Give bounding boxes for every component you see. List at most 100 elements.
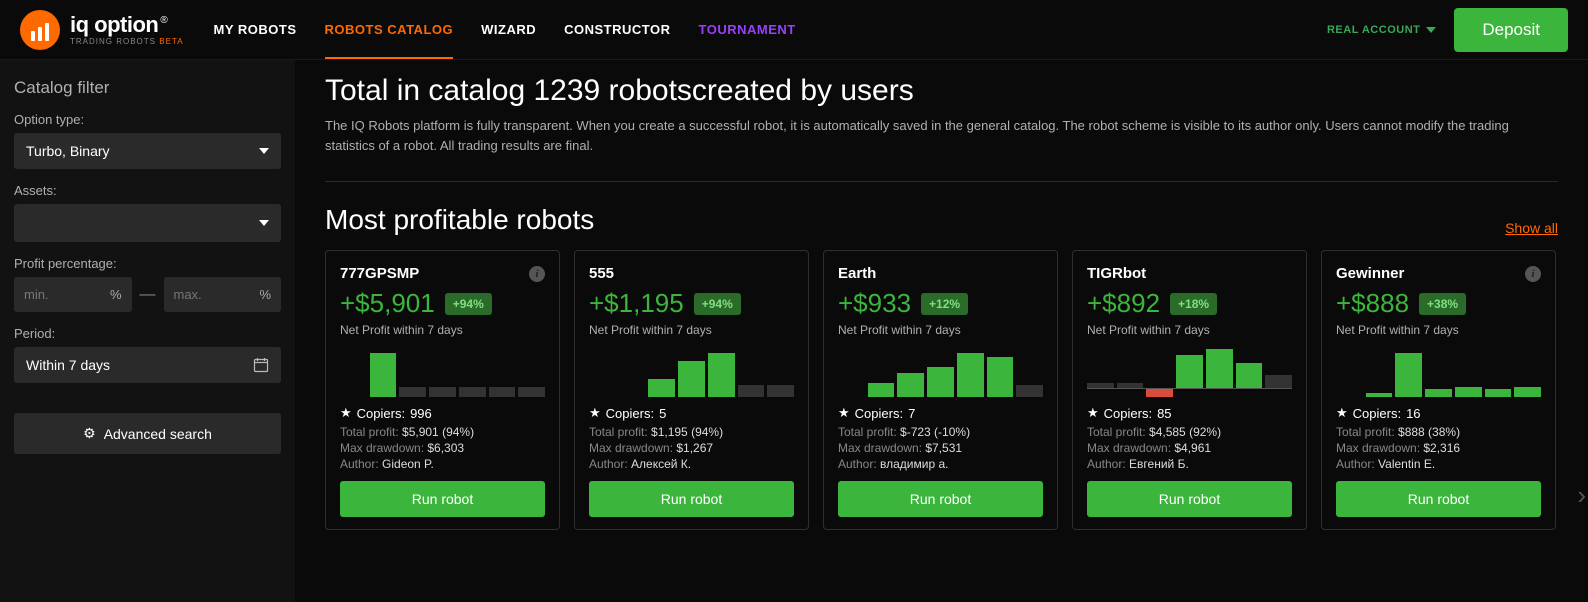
main-content: Total in catalog 1239 robotscreated by u… [295,60,1588,602]
max-drawdown-row: Max drawdown: $1,267 [589,441,794,455]
star-icon: ★ [1336,405,1348,421]
run-robot-button[interactable]: Run robot [838,481,1043,517]
chart-bar [708,353,735,397]
page-title: Total in catalog 1239 robotscreated by u… [325,74,1558,108]
robot-name: 777GPSMP [340,265,419,282]
chart-bar [1395,353,1422,397]
robot-pct-badge: +18% [1170,293,1217,315]
advanced-search-label: Advanced search [104,426,212,442]
robot-name: Gewinner [1336,265,1404,282]
run-robot-button[interactable]: Run robot [1087,481,1292,517]
copiers-count: 7 [908,406,915,421]
robot-card: Earth +$933 +12% Net Profit within 7 day… [823,250,1058,530]
advanced-search-button[interactable]: ⚙ Advanced search [14,413,281,454]
nav-wizard[interactable]: WIZARD [481,0,536,59]
chart-bar [1485,389,1512,397]
total-profit-row: Total profit: $4,585 (92%) [1087,425,1292,439]
chevron-down-icon [259,148,269,154]
nav-tournament[interactable]: TOURNAMENT [699,0,796,59]
sidebar-title: Catalog filter [14,78,281,98]
profit-chart [340,345,545,397]
chart-bar [1455,387,1482,397]
chart-bar [868,383,895,397]
pct-suffix: % [259,287,271,302]
calendar-icon [253,357,269,373]
chart-bar [957,353,984,397]
profit-min-input[interactable]: min. % [14,277,132,312]
chart-bar [897,373,924,397]
chart-baseline [1087,388,1292,389]
chart-bar [429,387,456,397]
max-drawdown-row: Max drawdown: $6,303 [340,441,545,455]
chevron-down-icon [259,220,269,226]
net-profit-label: Net Profit within 7 days [838,323,1043,337]
robot-profit: +$888 [1336,288,1409,319]
star-icon: ★ [340,405,352,421]
star-icon: ★ [838,405,850,421]
assets-select[interactable] [14,204,281,242]
chevron-down-icon [1426,27,1436,33]
chart-bar [1206,349,1233,389]
net-profit-label: Net Profit within 7 days [589,323,794,337]
robot-pct-badge: +94% [694,293,741,315]
logo-sub-a: TRADING ROBOTS [70,37,159,46]
chart-bar [1514,387,1541,397]
author-row: Author: Gideon P. [340,457,545,471]
show-all-link[interactable]: Show all [1505,220,1558,236]
nav-robots-catalog[interactable]: ROBOTS CATALOG [325,0,454,59]
copiers-count: 85 [1157,406,1171,421]
nav-constructor[interactable]: CONSTRUCTOR [564,0,670,59]
logo[interactable]: iq option® TRADING ROBOTS BETA [20,10,184,50]
profit-max-input[interactable]: max. % [164,277,282,312]
assets-label: Assets: [14,183,281,198]
chart-bar [1366,393,1393,397]
robot-name: Earth [838,265,876,282]
logo-text: iq option® TRADING ROBOTS BETA [70,14,184,46]
deposit-button[interactable]: Deposit [1454,8,1568,52]
robot-pct-badge: +12% [921,293,968,315]
chart-bar [648,379,675,397]
next-arrow-icon[interactable]: › [1577,480,1586,511]
total-profit-row: Total profit: $-723 (-10%) [838,425,1043,439]
info-icon[interactable]: i [1525,266,1541,282]
total-profit-row: Total profit: $5,901 (94%) [340,425,545,439]
copiers-label: Copiers: [357,406,405,421]
chart-bar [489,387,516,397]
robot-card: TIGRbot +$892 +18% Net Profit within 7 d… [1072,250,1307,530]
total-profit-row: Total profit: $1,195 (94%) [589,425,794,439]
run-robot-button[interactable]: Run robot [340,481,545,517]
chart-bar [1176,355,1203,389]
header: iq option® TRADING ROBOTS BETA MY ROBOTS… [0,0,1588,60]
total-profit-row: Total profit: $888 (38%) [1336,425,1541,439]
logo-reg: ® [160,15,167,26]
copiers-label: Copiers: [1104,406,1152,421]
profit-chart [589,345,794,397]
robot-card: 555 +$1,195 +94% Net Profit within 7 day… [574,250,809,530]
run-robot-button[interactable]: Run robot [1336,481,1541,517]
robot-profit: +$933 [838,288,911,319]
max-drawdown-row: Max drawdown: $7,531 [838,441,1043,455]
period-select[interactable]: Within 7 days [14,347,281,383]
robot-profit: +$1,195 [589,288,684,319]
option-type-label: Option type: [14,112,281,127]
author-row: Author: Valentin E. [1336,457,1541,471]
logo-sub-beta: BETA [159,37,183,46]
robot-name: TIGRbot [1087,265,1146,282]
chart-bar [678,361,705,397]
logo-icon [20,10,60,50]
option-type-select[interactable]: Turbo, Binary [14,133,281,169]
nav-my-robots[interactable]: MY ROBOTS [214,0,297,59]
max-placeholder: max. [174,287,202,302]
net-profit-label: Net Profit within 7 days [340,323,545,337]
run-robot-button[interactable]: Run robot [589,481,794,517]
chart-bar [927,367,954,397]
chart-bar [518,387,545,397]
divider [325,181,1558,182]
info-icon[interactable]: i [529,266,545,282]
range-dash: — [140,286,156,304]
chart-bar [1016,385,1043,397]
pct-suffix: % [110,287,122,302]
author-row: Author: владимир а. [838,457,1043,471]
copiers-label: Copiers: [606,406,654,421]
account-selector[interactable]: REAL ACCOUNT [1327,24,1436,36]
